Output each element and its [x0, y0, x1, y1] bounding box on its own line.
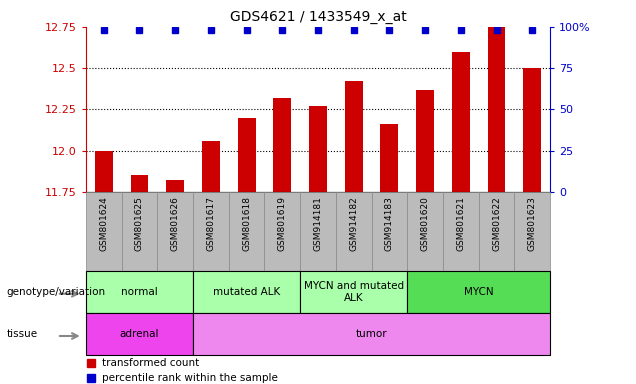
Bar: [193, 313, 550, 355]
Bar: [238, 118, 256, 192]
Text: adrenal: adrenal: [120, 329, 159, 339]
Bar: [193, 271, 300, 313]
Text: GSM801620: GSM801620: [420, 196, 430, 251]
Bar: [300, 192, 336, 271]
Text: genotype/variation: genotype/variation: [6, 287, 106, 297]
Text: MYCN: MYCN: [464, 287, 494, 297]
Text: GSM801621: GSM801621: [457, 196, 466, 251]
Text: normal: normal: [121, 287, 158, 297]
Text: GSM801622: GSM801622: [492, 196, 501, 251]
Text: mutated ALK: mutated ALK: [213, 287, 280, 297]
Bar: [86, 192, 121, 271]
Bar: [300, 271, 407, 313]
Bar: [452, 52, 470, 192]
Bar: [407, 271, 550, 313]
Text: GSM801626: GSM801626: [170, 196, 179, 251]
Text: GSM801617: GSM801617: [206, 196, 216, 251]
Bar: [193, 192, 229, 271]
Text: tumor: tumor: [356, 329, 387, 339]
Text: GSM914183: GSM914183: [385, 196, 394, 251]
Text: GSM914182: GSM914182: [349, 196, 358, 251]
Text: GSM801619: GSM801619: [278, 196, 287, 251]
Bar: [345, 81, 363, 192]
Bar: [95, 151, 113, 192]
Text: percentile rank within the sample: percentile rank within the sample: [102, 372, 278, 383]
Bar: [130, 175, 148, 192]
Title: GDS4621 / 1433549_x_at: GDS4621 / 1433549_x_at: [230, 10, 406, 25]
Text: GSM801624: GSM801624: [99, 196, 108, 251]
Bar: [515, 192, 550, 271]
Bar: [157, 192, 193, 271]
Bar: [416, 89, 434, 192]
Text: GSM801623: GSM801623: [528, 196, 537, 251]
Text: GSM914181: GSM914181: [314, 196, 322, 251]
Bar: [273, 98, 291, 192]
Text: GSM801625: GSM801625: [135, 196, 144, 251]
Bar: [265, 192, 300, 271]
Bar: [371, 192, 407, 271]
Text: transformed count: transformed count: [102, 358, 199, 368]
Text: tissue: tissue: [6, 329, 38, 339]
Bar: [86, 271, 193, 313]
Text: GSM801618: GSM801618: [242, 196, 251, 251]
Bar: [86, 313, 193, 355]
Bar: [166, 180, 184, 192]
Bar: [443, 192, 479, 271]
Bar: [121, 192, 157, 271]
Bar: [336, 192, 371, 271]
Bar: [488, 25, 506, 192]
Bar: [309, 106, 327, 192]
Bar: [202, 141, 220, 192]
Bar: [229, 192, 265, 271]
Bar: [523, 68, 541, 192]
Bar: [479, 192, 515, 271]
Bar: [380, 124, 398, 192]
Bar: [407, 192, 443, 271]
Text: MYCN and mutated
ALK: MYCN and mutated ALK: [303, 281, 404, 303]
